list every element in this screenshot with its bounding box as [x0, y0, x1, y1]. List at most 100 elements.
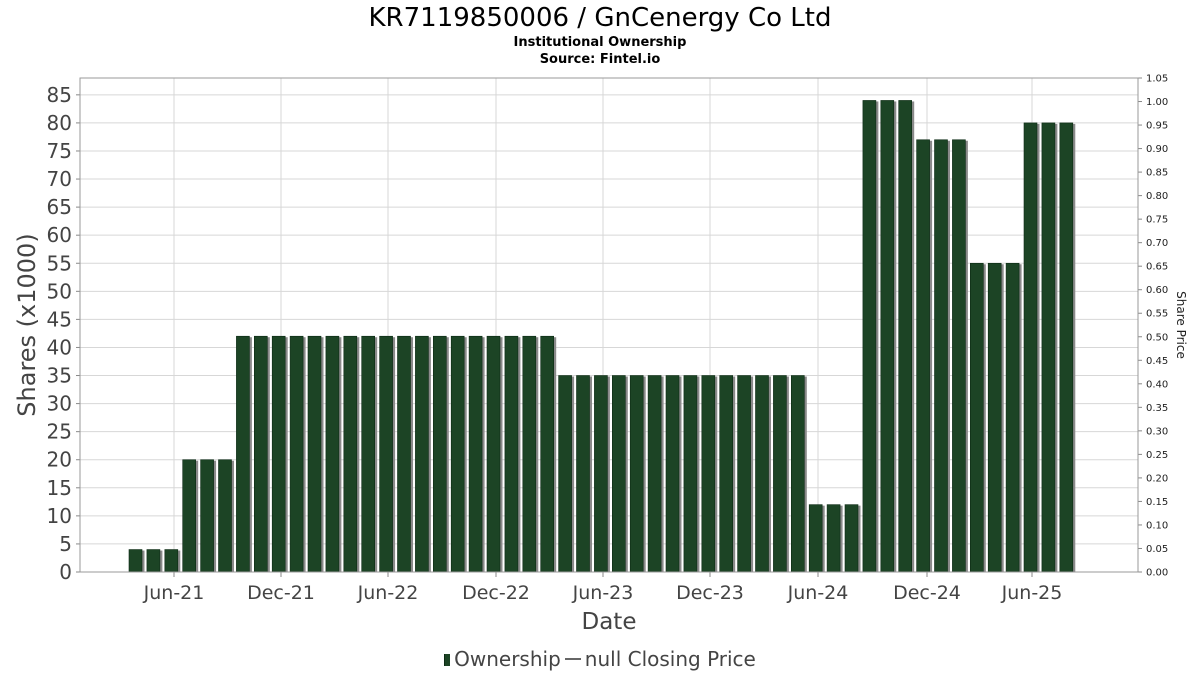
- y-tick-label: 20: [47, 448, 72, 472]
- ownership-bar: [576, 375, 590, 573]
- chart-subtitle: Institutional Ownership: [513, 35, 687, 50]
- y2-tick-label: 0.35: [1146, 403, 1168, 414]
- ownership-bar: [737, 375, 751, 573]
- ownership-bar: [307, 335, 322, 573]
- ownership-bar: [773, 375, 787, 573]
- y2-tick-label: 0.15: [1146, 497, 1168, 508]
- y2-tick-label: 0.05: [1146, 544, 1168, 555]
- chart-legend: Ownership null Closing Price: [0, 647, 1200, 671]
- x-tick-label: Jun-24: [787, 582, 849, 604]
- ownership-bar: [522, 335, 537, 573]
- x-tick-label: Dec-21: [247, 582, 315, 604]
- y-tick-label: 5: [59, 532, 72, 556]
- ownership-bar: [683, 375, 698, 573]
- ownership-bar: [289, 335, 304, 573]
- ownership-bar: [218, 459, 232, 573]
- ownership-bar: [952, 139, 966, 573]
- x-tick-label: Jun-21: [143, 582, 205, 604]
- ownership-bar: [236, 335, 250, 573]
- x-tick-label: Jun-23: [572, 582, 634, 604]
- plot-border: [79, 77, 1139, 573]
- chart-source: Source: Fintel.io: [539, 52, 661, 67]
- y-tick-label: 15: [47, 476, 72, 500]
- ownership-bar: [415, 335, 429, 573]
- y-tick-label: 75: [47, 139, 72, 163]
- ownership-legend-swatch: [444, 654, 451, 666]
- ownership-bar: [880, 100, 895, 573]
- y-tick-label: 40: [47, 335, 72, 359]
- ownership-bar: [755, 375, 769, 573]
- ownership-bar: [934, 139, 948, 573]
- ownership-bar: [790, 375, 805, 573]
- ownership-bar: [862, 100, 877, 573]
- y2-tick-label: 0.65: [1146, 262, 1168, 273]
- x-tick-label: Dec-22: [462, 582, 530, 604]
- y2-tick-label: 0.95: [1146, 121, 1168, 132]
- y2-axis-title: Share Price: [1174, 291, 1188, 359]
- y2-tick-label: 0.40: [1146, 379, 1168, 390]
- y-tick-label: 35: [47, 364, 72, 388]
- ownership-bar: [1059, 122, 1074, 573]
- x-tick-label: Jun-25: [1001, 582, 1063, 604]
- ownership-bar: [1041, 122, 1056, 573]
- ownership-bar: [397, 335, 411, 573]
- ownership-bar: [432, 335, 447, 573]
- x-axis-title: Date: [582, 609, 637, 635]
- ownership-bar: [325, 335, 340, 573]
- ownership-bar: [1005, 262, 1020, 573]
- y2-tick-label: 0.85: [1146, 168, 1168, 179]
- ownership-bar: [719, 375, 734, 573]
- ownership-bar: [808, 504, 823, 573]
- y2-tick-label: 0.55: [1146, 309, 1168, 320]
- price-legend-line: [564, 658, 581, 660]
- ownership-bar: [146, 549, 161, 573]
- ownership-bar: [647, 375, 662, 573]
- chart-title: KR7119850006 / GnCenergy Co Ltd: [368, 3, 832, 33]
- ownership-bar: [558, 375, 572, 573]
- ownership-bar: [665, 375, 680, 573]
- ownership-bar: [898, 100, 913, 573]
- ownership-bar: [916, 139, 930, 573]
- y2-tick-label: 0.90: [1146, 144, 1168, 155]
- y2-tick-label: 0.45: [1146, 356, 1168, 367]
- ownership-bar: [701, 375, 716, 573]
- ownership-bar: [540, 335, 555, 573]
- ownership-bar: [450, 335, 465, 573]
- x-tick-label: Dec-23: [676, 582, 744, 604]
- ownership-bar: [182, 459, 196, 573]
- y-tick-label: 25: [47, 420, 72, 444]
- ownership-bar: [379, 335, 393, 573]
- ownership-bar: [164, 549, 179, 573]
- ownership-bar: [844, 504, 859, 573]
- y2-tick-label: 0.00: [1146, 568, 1168, 579]
- price-legend-label: null Closing Price: [584, 647, 756, 671]
- ownership-bar: [128, 549, 143, 573]
- ownership-bar: [611, 375, 626, 573]
- ownership-bar: [629, 375, 644, 573]
- x-tick-label: Jun-22: [357, 582, 419, 604]
- y2-tick-label: 0.10: [1146, 520, 1168, 531]
- y2-tick-label: 1.05: [1146, 74, 1168, 85]
- y-tick-label: 80: [47, 111, 72, 135]
- y2-tick-label: 0.70: [1146, 238, 1168, 249]
- ownership-bar: [254, 335, 268, 573]
- y-tick-label: 45: [47, 307, 72, 331]
- y2-tick-label: 0.80: [1146, 191, 1168, 202]
- ownership-bar: [594, 375, 608, 573]
- x-tick-label: Dec-24: [893, 582, 961, 604]
- ownership-bar: [826, 504, 841, 573]
- ownership-bar: [361, 335, 376, 573]
- ownership-bar: [504, 335, 519, 573]
- y2-tick-label: 0.75: [1146, 215, 1168, 226]
- y-tick-label: 50: [47, 279, 72, 303]
- y2-tick-label: 0.50: [1146, 332, 1168, 343]
- ownership-bar: [987, 262, 1002, 573]
- y-tick-label: 70: [47, 167, 72, 191]
- ownership-legend-label: Ownership: [454, 647, 561, 671]
- y-tick-label: 60: [47, 223, 72, 247]
- y-tick-label: 85: [47, 83, 72, 107]
- y-tick-label: 55: [47, 251, 72, 275]
- y2-tick-label: 0.25: [1146, 450, 1168, 461]
- ownership-bar: [200, 459, 214, 573]
- ownership-bar: [343, 335, 358, 573]
